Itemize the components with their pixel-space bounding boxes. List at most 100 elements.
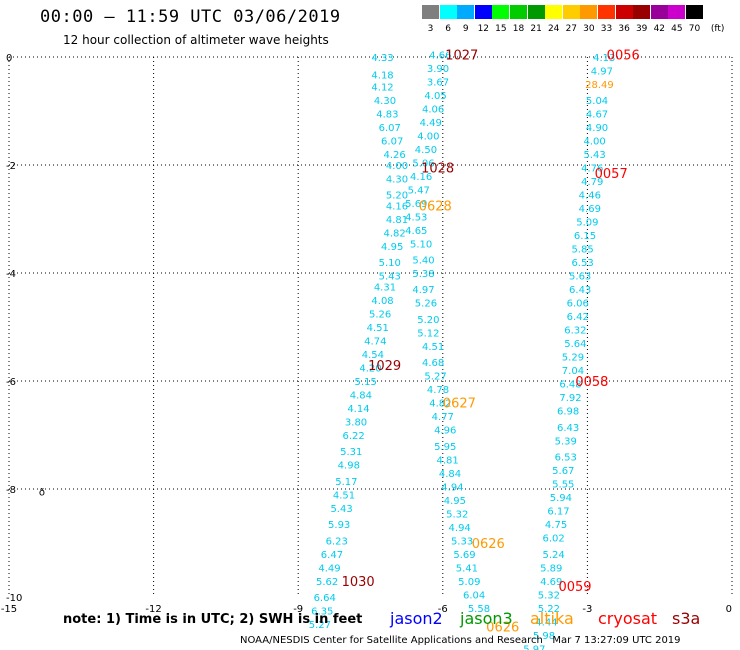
scale-swatch [633, 5, 651, 19]
page-subtitle: 12 hour collection of altimeter wave hei… [63, 33, 329, 47]
wave-height-point: 4.16 [386, 202, 408, 213]
wave-height-point: 5.12 [417, 328, 439, 339]
wave-height-point: 4.82 [429, 399, 451, 410]
wave-height-point: 4.97 [412, 285, 434, 296]
wave-height-point: 5.32 [538, 590, 560, 601]
wave-height-point: 4.49 [420, 118, 442, 129]
satellite-jason3: jason3 [460, 609, 513, 628]
wave-height-point: 4.49 [318, 563, 340, 574]
scale-swatch [668, 5, 686, 19]
pass-label: 0058 [575, 375, 608, 390]
wave-height-point: 4.98 [338, 461, 360, 472]
scale-swatch [686, 5, 703, 19]
wave-height-point: 5.10 [379, 258, 401, 269]
scale-label: 30 [583, 24, 595, 34]
wave-height-point: 6.07 [379, 123, 401, 134]
wave-height-point: 4.81 [436, 455, 458, 466]
pass-label: 1030 [342, 575, 375, 590]
lat-tick-label: 0 [6, 53, 12, 64]
wave-height-point: 4.53 [405, 212, 427, 223]
pass-label: 0628 [419, 200, 452, 215]
wave-height-point: 4.78 [427, 385, 449, 396]
wave-height-point: 4.75 [545, 520, 567, 531]
wave-height-point: 6.43 [557, 423, 579, 434]
lat-tick-label: -2 [6, 161, 16, 172]
pass-label: 1027 [445, 48, 478, 63]
scale-label: 3 [427, 24, 434, 34]
wave-height-point: 5.10 [410, 239, 432, 250]
wave-height-point: 4.67 [586, 110, 608, 121]
credit-text: NOAA/NESDIS Center for Satellite Applica… [240, 635, 543, 646]
wave-height-point: 5.33 [451, 536, 473, 547]
wave-height-point: 7.92 [559, 393, 581, 404]
pass-label: 0057 [595, 167, 628, 182]
wave-height-point: 5.89 [540, 563, 562, 574]
wave-height-point: 28.49 [585, 80, 614, 91]
wave-height-point: 5.85 [571, 245, 593, 256]
wave-height-point: 5.94 [550, 493, 572, 504]
wave-height-point: 4.50 [415, 145, 437, 156]
wave-height-point: 5.31 [340, 447, 362, 458]
pass-label: 0627 [443, 397, 476, 412]
scale-label: 33 [600, 24, 613, 34]
wave-height-point: 5.62 [316, 577, 338, 588]
wave-height-point: 4.18 [371, 70, 393, 81]
footer-credit: NOAA/NESDIS Center for Satellite Applica… [240, 635, 681, 646]
footer-note: note: 1) Time is in UTC; 2) SWH is in fe… [63, 612, 363, 627]
wave-height-point: 5.98 [533, 631, 555, 642]
wave-height-point: 5.20 [417, 315, 439, 326]
wave-height-point: 4.65 [405, 226, 427, 237]
wave-height-point: 4.66 [429, 50, 451, 61]
scale-label: 18 [512, 24, 525, 34]
wave-height-point: 4.54 [362, 350, 384, 361]
wave-height-point: 5.69 [453, 550, 475, 561]
wave-height-point: 6.17 [547, 507, 569, 518]
wave-height-point: 6.98 [557, 407, 579, 418]
lat-tick-label: -10 [6, 593, 22, 604]
lon-tick-label: -15 [1, 604, 17, 615]
wave-height-point: 5.93 [328, 520, 350, 531]
scale-swatch [545, 5, 563, 19]
scale-label: 12 [477, 24, 490, 34]
scale-swatch [615, 5, 633, 19]
wave-height-point: 4.94 [449, 523, 471, 534]
wave-height-point: 6.02 [543, 534, 565, 545]
satellite-altika: altika [530, 609, 574, 628]
wave-height-point: 5.06 [412, 158, 434, 169]
wave-height-point: 6.35 [311, 607, 333, 618]
wave-height-point: 4.00 [583, 137, 605, 148]
scale-label: 36 [618, 24, 630, 34]
pass-label: 0059 [558, 580, 591, 595]
wave-height-point: 5.17 [335, 477, 357, 488]
scale-swatch [474, 5, 492, 19]
wave-height-point: 4.83 [376, 110, 398, 121]
wave-height-point: 4.95 [444, 496, 466, 507]
wave-height-point: 6.04 [463, 590, 485, 601]
wave-height-point: 4.13 [593, 53, 615, 64]
wave-height-point: 5.38 [412, 269, 434, 280]
wave-height-point: 5.43 [583, 150, 605, 161]
wave-height-point: 6.23 [326, 536, 348, 547]
wave-height-point: 7.04 [562, 366, 584, 377]
wave-height-point: 4.31 [374, 283, 396, 294]
wave-height-point: 4.94 [441, 482, 463, 493]
scale-unit: (ft) [710, 24, 725, 34]
wave-height-point: 4.30 [386, 175, 408, 186]
wave-height-point: 5.26 [369, 310, 391, 321]
wave-height-point: 5.27 [309, 620, 331, 631]
scale-swatch [580, 5, 598, 19]
scale-swatch [527, 5, 545, 19]
wave-height-point: 5.43 [379, 272, 401, 283]
wave-height-point: 4.05 [424, 91, 446, 102]
wave-height-point: 6.06 [567, 299, 589, 310]
wave-height-point: 6.53 [571, 258, 593, 269]
lat-tick-label: -4 [6, 269, 16, 280]
wave-height-point: 5.47 [408, 185, 430, 196]
lon-tick-label: -3 [582, 604, 592, 615]
wave-height-point: 4.00 [386, 161, 408, 172]
wave-height-point: 5.26 [415, 299, 437, 310]
scale-label: 70 [688, 24, 701, 34]
satellite-cryosat: cryosat [598, 609, 658, 628]
wave-height-point: 6.32 [564, 326, 586, 337]
